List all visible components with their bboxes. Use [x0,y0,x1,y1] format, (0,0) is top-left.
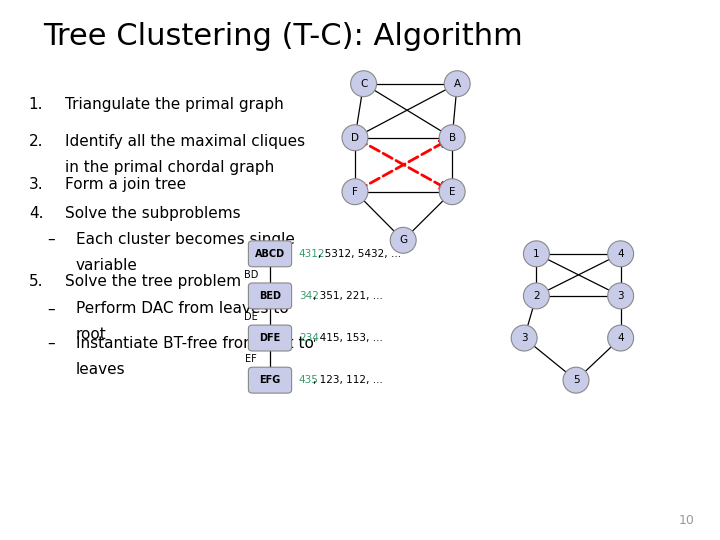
Ellipse shape [511,325,537,351]
Text: 435: 435 [299,375,319,385]
Ellipse shape [390,227,416,253]
Ellipse shape [608,325,634,351]
Ellipse shape [351,71,377,97]
Text: B: B [449,133,456,143]
Text: 4: 4 [617,333,624,343]
Text: Solve the subproblems: Solve the subproblems [65,206,240,221]
Text: C: C [360,79,367,89]
Text: Perform DAC from leaves to: Perform DAC from leaves to [76,301,288,316]
Text: EF: EF [246,354,257,364]
FancyBboxPatch shape [248,283,292,309]
Text: DFE: DFE [259,333,281,343]
Text: 3: 3 [521,333,528,343]
Text: DE: DE [244,312,258,322]
Text: A: A [454,79,461,89]
Ellipse shape [563,367,589,393]
Text: –: – [47,232,55,247]
Text: Each cluster becomes single: Each cluster becomes single [76,232,294,247]
Ellipse shape [342,125,368,151]
Text: root: root [76,327,107,342]
Text: 234: 234 [299,333,319,343]
Text: D: D [351,133,359,143]
Text: 4.: 4. [29,206,43,221]
FancyBboxPatch shape [248,367,292,393]
Ellipse shape [608,241,634,267]
Text: 5: 5 [572,375,580,385]
Text: 5.: 5. [29,274,43,289]
Text: , 123, 112, …: , 123, 112, … [312,375,383,385]
Text: , 351, 221, …: , 351, 221, … [312,291,383,301]
Text: EFG: EFG [259,375,281,385]
Text: 342: 342 [299,291,319,301]
Text: –: – [47,301,55,316]
Text: 3.: 3. [29,177,43,192]
Ellipse shape [439,125,465,151]
Text: Identify all the maximal cliques: Identify all the maximal cliques [65,134,305,149]
Text: 2.: 2. [29,134,43,149]
Text: , 5312, 5432, …: , 5312, 5432, … [318,249,401,259]
Text: in the primal chordal graph: in the primal chordal graph [65,160,274,175]
Text: 4312: 4312 [299,249,325,259]
Ellipse shape [342,179,368,205]
Text: –: – [47,336,55,351]
Ellipse shape [444,71,470,97]
FancyBboxPatch shape [248,325,292,351]
Text: BED: BED [259,291,281,301]
Text: variable: variable [76,258,138,273]
Text: 3: 3 [617,291,624,301]
Text: leaves: leaves [76,362,125,377]
Text: Form a join tree: Form a join tree [65,177,186,192]
Text: G: G [399,235,408,245]
Ellipse shape [523,283,549,309]
Text: E: E [449,187,456,197]
Text: 2: 2 [533,291,540,301]
Text: F: F [352,187,358,197]
Text: 10: 10 [679,514,695,526]
Text: BD: BD [244,270,258,280]
Text: Triangulate the primal graph: Triangulate the primal graph [65,97,284,112]
Text: , 415, 153, …: , 415, 153, … [312,333,383,343]
Text: ABCD: ABCD [255,249,285,259]
Text: Solve the tree problem: Solve the tree problem [65,274,241,289]
Ellipse shape [608,283,634,309]
Ellipse shape [523,241,549,267]
Text: 1.: 1. [29,97,43,112]
Text: Instantiate BT-free from root to: Instantiate BT-free from root to [76,336,313,351]
Text: 1: 1 [533,249,540,259]
Ellipse shape [439,179,465,205]
Text: 4: 4 [617,249,624,259]
FancyBboxPatch shape [248,241,292,267]
Text: Tree Clustering (T-C): Algorithm: Tree Clustering (T-C): Algorithm [43,22,523,51]
